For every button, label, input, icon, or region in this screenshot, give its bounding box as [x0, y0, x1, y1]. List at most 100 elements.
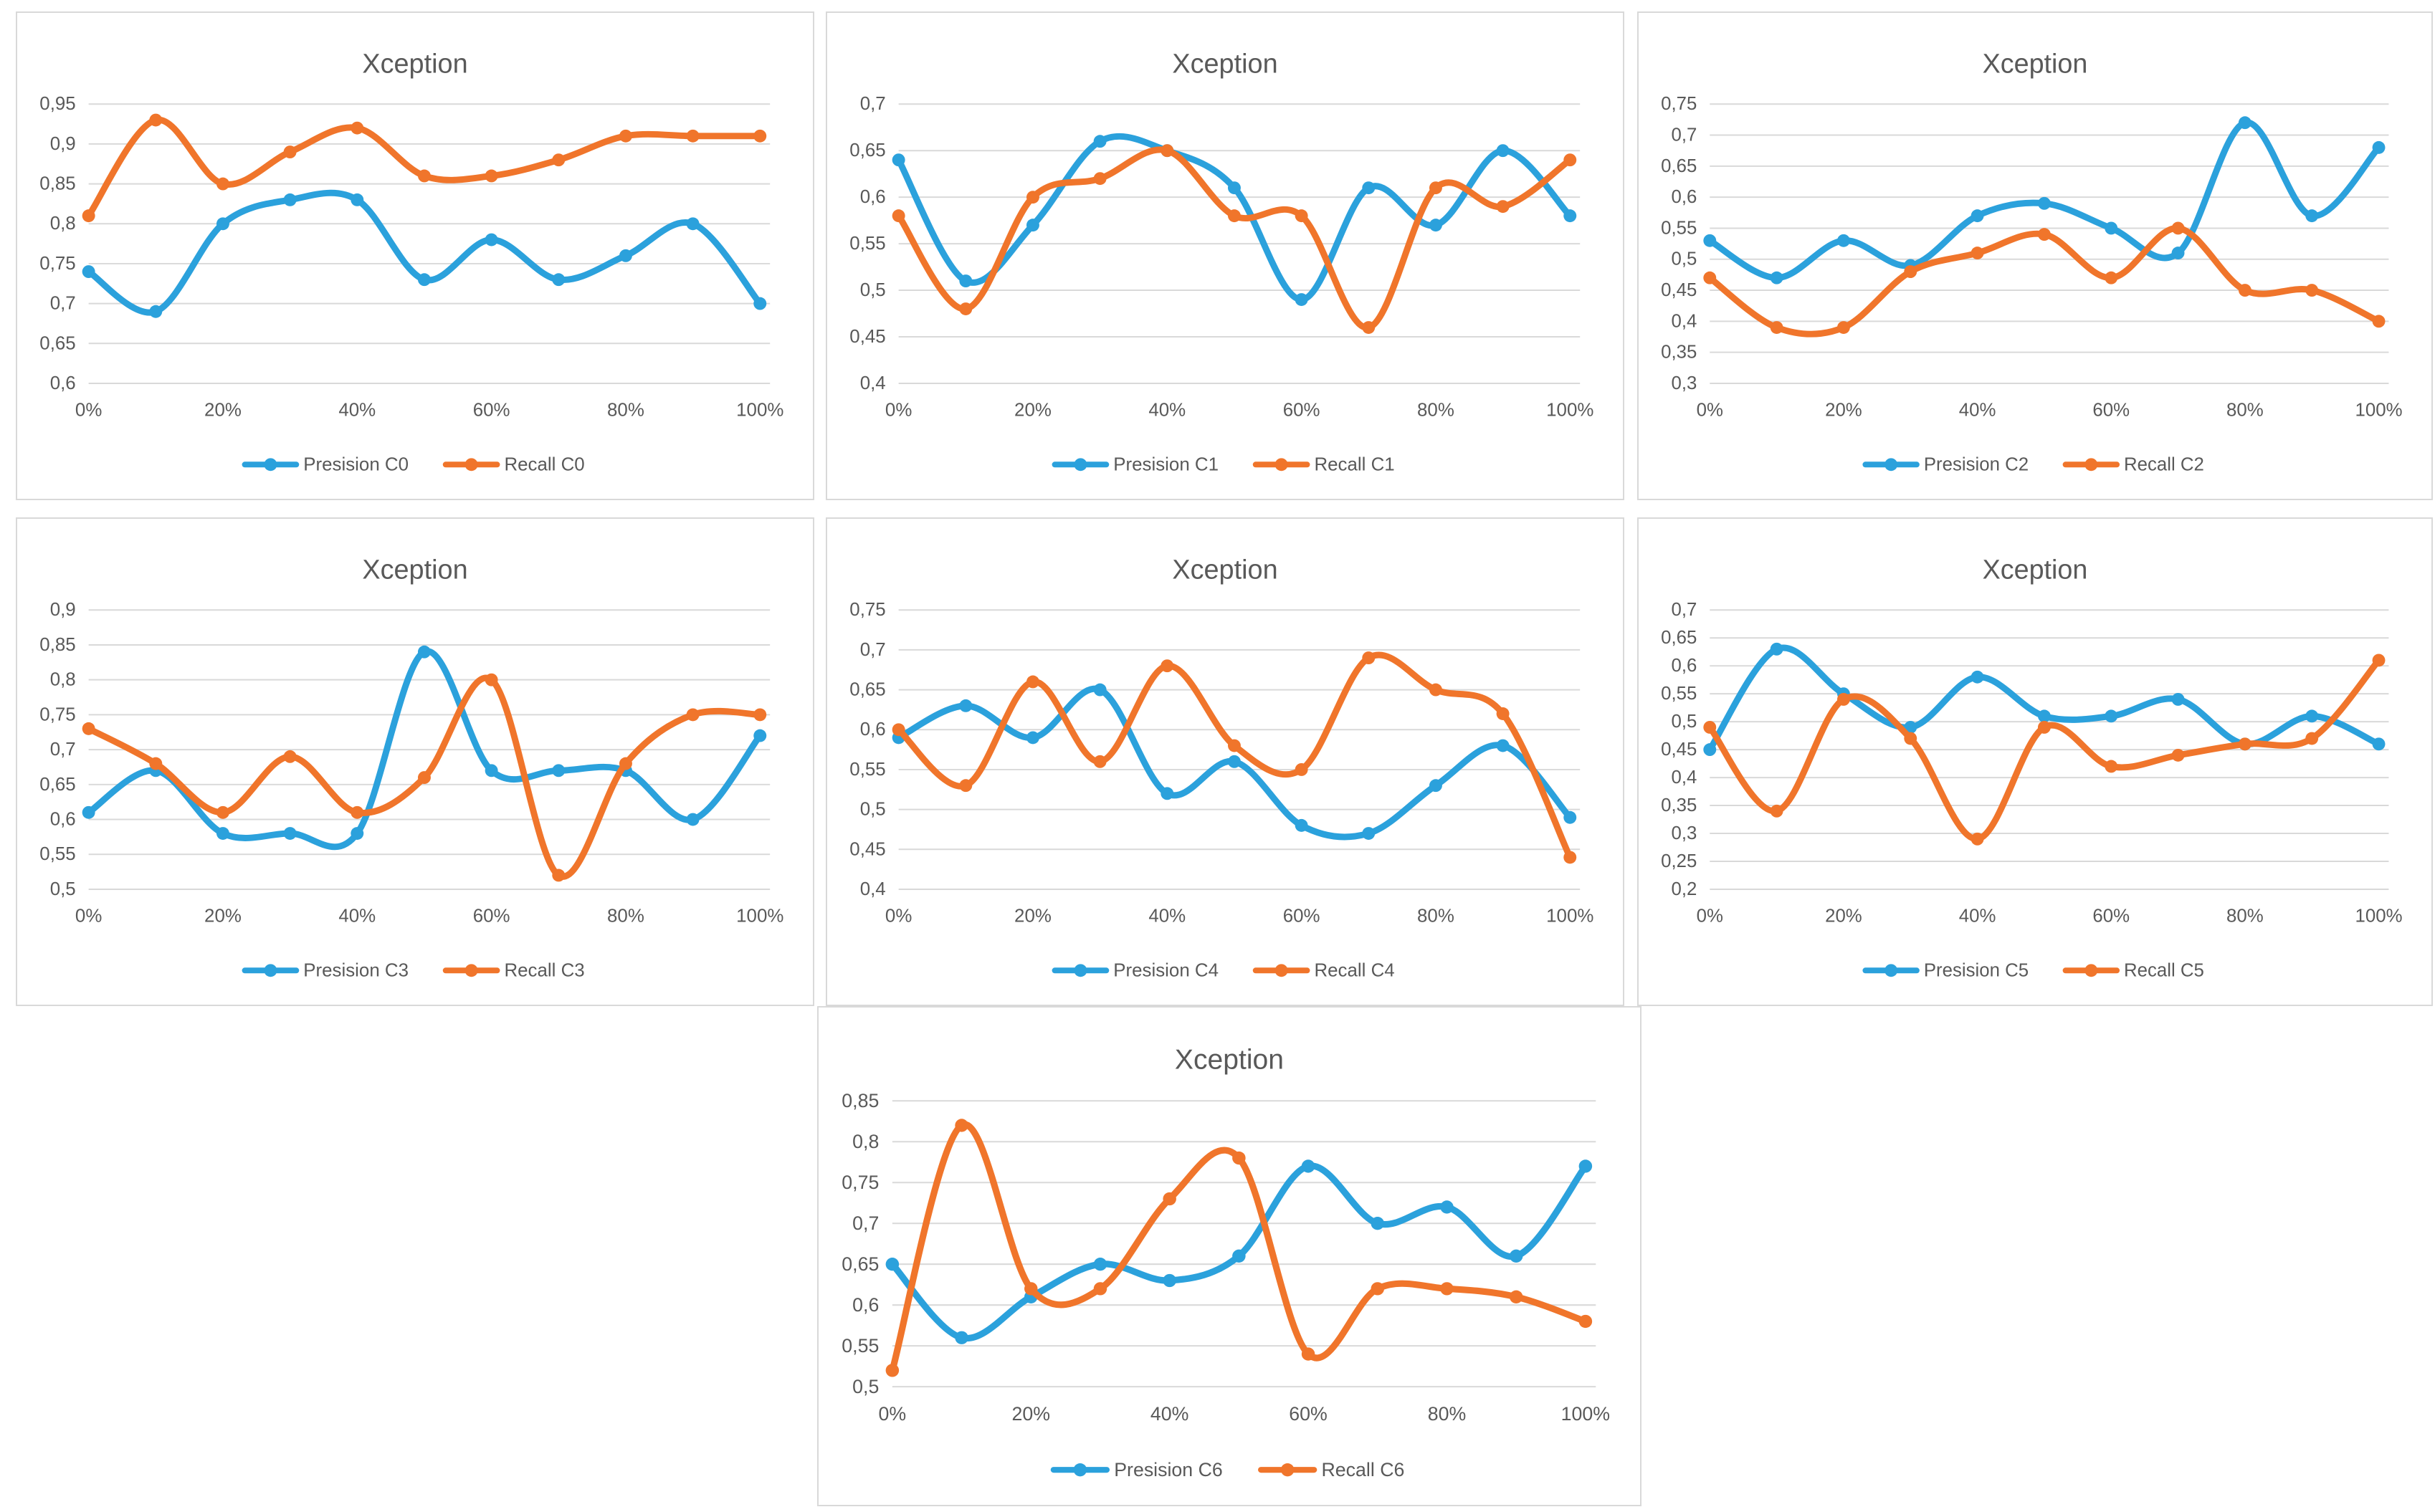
- data-point-marker: [2171, 247, 2185, 260]
- legend-marker: [1884, 964, 1898, 977]
- series-recall: [82, 113, 767, 223]
- y-tick-label: 0,7: [50, 740, 76, 760]
- series-precision: [1703, 116, 2386, 284]
- y-tick-label: 0,55: [1661, 218, 1697, 238]
- legend-label: Recall C4: [1314, 960, 1394, 980]
- data-point-marker: [552, 153, 566, 167]
- data-point-marker: [2105, 271, 2118, 284]
- data-point-marker: [686, 708, 700, 722]
- data-point-marker: [2171, 221, 2185, 235]
- legend-entry-precision: Presision C6: [1050, 1459, 1223, 1480]
- chart-title: Xception: [1172, 49, 1277, 80]
- x-tick-label: 100%: [1546, 906, 1593, 927]
- legend-marker: [1074, 458, 1087, 472]
- legend-marker: [1073, 1463, 1087, 1477]
- data-point-marker: [82, 805, 95, 819]
- y-tick-label: 0,5: [860, 800, 886, 820]
- data-point-marker: [1232, 1151, 1246, 1165]
- data-point-marker: [1301, 1347, 1315, 1361]
- line-chart-c3: Xception0,50,550,60,650,70,750,80,850,90…: [39, 555, 783, 981]
- legend-entry-precision: Presision C0: [242, 454, 409, 474]
- data-point-marker: [283, 827, 297, 840]
- y-tick-label: 0,75: [39, 254, 75, 274]
- legend-label: Presision C5: [1924, 960, 2029, 980]
- line-chart-c0: Xception 0,6 0,65 0,7 0,75 0,8 0,85 0,9 0,95 0% 20…: [39, 49, 783, 475]
- y-tick-label: 0,35: [1661, 343, 1697, 363]
- series-line-recall: [1706, 656, 2382, 843]
- data-point-marker: [1429, 683, 1442, 697]
- x-tick-label: 80%: [607, 401, 644, 421]
- x-tick-label: 40%: [1148, 906, 1186, 927]
- data-point-marker: [619, 757, 632, 770]
- y-tick-label: 0,6: [50, 373, 76, 393]
- data-point-marker: [1971, 247, 1984, 260]
- data-point-marker: [417, 273, 431, 287]
- data-point-marker: [1163, 1192, 1176, 1206]
- legend-marker: [1274, 964, 1288, 977]
- data-point-marker: [2305, 209, 2319, 223]
- y-tick-label: 0,25: [1661, 851, 1697, 871]
- chart-panel-c4: Xception 0,4 0,45 0,5 0,55 0,6 0,65 0,7 0,75 0% 20…: [826, 517, 1624, 1006]
- line-chart-c4: Xception 0,4 0,45 0,5 0,55 0,6 0,65 0,7 0,75 0% 20…: [849, 555, 1593, 981]
- series-precision: [892, 683, 1577, 841]
- data-point-marker: [417, 169, 431, 183]
- series-line-precision: [85, 189, 763, 316]
- data-point-marker: [1227, 739, 1241, 752]
- legend-marker: [1280, 1463, 1295, 1477]
- data-point-marker: [1496, 200, 1510, 214]
- data-point-marker: [1362, 321, 1376, 334]
- gridlines: [1710, 609, 2389, 890]
- x-tick-label: 20%: [1825, 401, 1862, 421]
- legend-marker: [464, 458, 478, 472]
- x-tick-label: 80%: [1417, 401, 1454, 421]
- x-tick-label: 40%: [338, 906, 376, 927]
- y-axis-tick-labels: 0,4 0,45 0,5 0,55 0,6 0,65 0,7 0,75: [849, 600, 885, 899]
- data-point-marker: [1703, 720, 1717, 734]
- y-tick-label: 0,5: [1672, 712, 1697, 732]
- data-point-marker: [2372, 140, 2386, 154]
- data-point-marker: [1703, 271, 1717, 284]
- data-point-marker: [1362, 651, 1376, 665]
- data-point-marker: [1295, 293, 1308, 306]
- y-tick-label: 0,7: [860, 640, 886, 660]
- data-point-marker: [2372, 654, 2386, 667]
- y-tick-label: 0,7: [852, 1212, 879, 1234]
- data-point-marker: [283, 145, 297, 159]
- data-point-marker: [753, 729, 767, 742]
- data-point-marker: [2238, 737, 2251, 751]
- data-point-marker: [417, 645, 431, 659]
- data-point-marker: [1227, 755, 1241, 768]
- data-point-marker: [2037, 720, 2051, 734]
- y-tick-label: 0,75: [39, 704, 75, 724]
- y-tick-label: 0,6: [1672, 187, 1697, 207]
- x-tick-label: 100%: [1546, 401, 1593, 421]
- x-tick-label: 80%: [1417, 906, 1454, 927]
- legend-entry-precision: Presision C1: [1052, 454, 1219, 474]
- data-point-marker: [216, 827, 229, 840]
- x-tick-label: 60%: [473, 401, 510, 421]
- data-point-marker: [283, 193, 297, 206]
- data-point-marker: [753, 297, 767, 310]
- data-point-marker: [351, 193, 364, 206]
- data-point-marker: [1026, 675, 1039, 689]
- data-point-marker: [2372, 315, 2386, 328]
- y-tick-label: 0,65: [1661, 156, 1697, 176]
- data-point-marker: [1971, 209, 1984, 223]
- series-precision: [82, 645, 767, 851]
- y-tick-label: 0,75: [849, 600, 885, 620]
- y-tick-label: 0,7: [860, 94, 886, 114]
- data-point-marker: [1024, 1282, 1038, 1296]
- data-point-marker: [216, 177, 229, 191]
- data-point-marker: [1496, 707, 1510, 720]
- chart-panel-c0: Xception 0,6 0,65 0,7 0,75 0,8 0,85 0,9 0,95 0% 20…: [16, 11, 814, 500]
- x-tick-label: 100%: [2355, 906, 2403, 927]
- y-axis-tick-labels: 0,5 0,55 0,6 0,65 0,7 0,75 0,8 0,85: [842, 1090, 879, 1397]
- data-point-marker: [552, 869, 566, 882]
- y-tick-label: 0,55: [849, 760, 885, 780]
- x-tick-label: 20%: [204, 906, 242, 927]
- chart-title: Xception: [1983, 48, 2088, 78]
- data-point-marker: [686, 813, 700, 826]
- y-tick-label: 0,9: [50, 134, 76, 154]
- legend-marker: [264, 458, 277, 472]
- data-point-marker: [2238, 116, 2251, 130]
